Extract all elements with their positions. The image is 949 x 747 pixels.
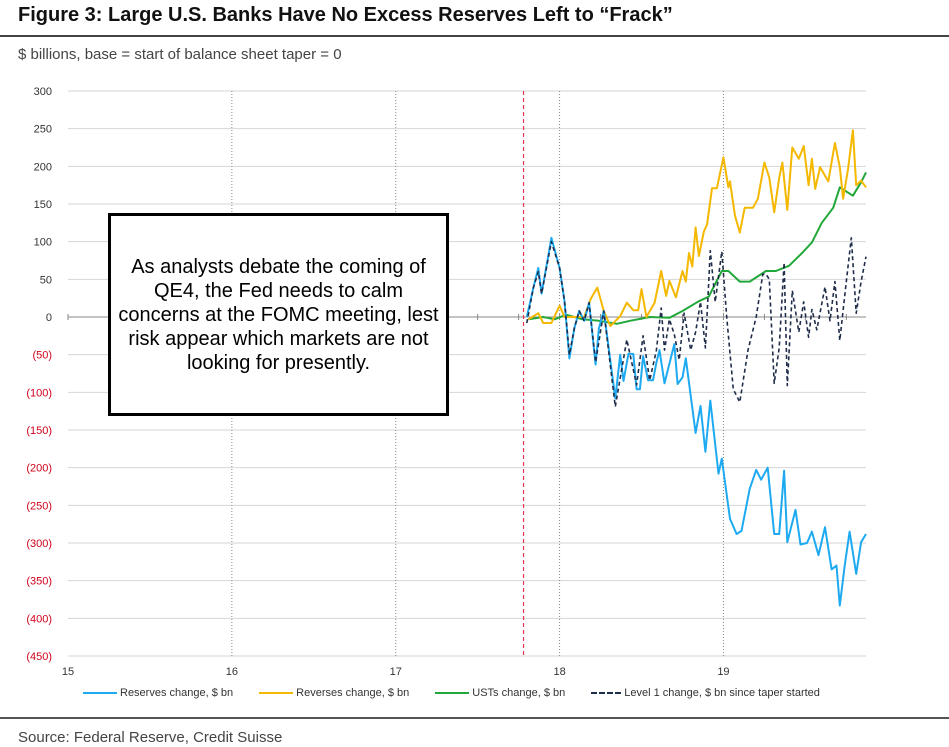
legend-item-level1: Level 1 change, $ bn since taper started	[591, 687, 820, 699]
annotation-box: As analysts debate the coming of QE4, th…	[108, 213, 449, 416]
chart-title: Figure 3: Large U.S. Banks Have No Exces…	[18, 4, 673, 26]
source-note: Source: Federal Reserve, Credit Suisse	[18, 729, 283, 746]
legend-label: USTs change, $ bn	[472, 687, 566, 699]
x-tick-label: 18	[553, 666, 565, 678]
y-tick-label: 50	[40, 274, 52, 286]
series-line-reverses	[527, 129, 867, 327]
chart-subtitle: $ billions, base = start of balance shee…	[18, 46, 342, 63]
legend-swatch	[83, 692, 117, 694]
legend-label: Level 1 change, $ bn since taper started	[624, 687, 820, 699]
y-tick-label: (50)	[32, 350, 52, 362]
y-axis-labels: 300 250 200 150 100 50 0 (50) (100) (150) (200) (25…	[26, 86, 52, 663]
x-axis-labels: 15 16 17 18 19	[62, 666, 730, 678]
y-tick-label: (400)	[26, 613, 52, 625]
legend-swatch	[259, 692, 294, 694]
legend-item-reverses: Reverses change, $ bn	[259, 687, 409, 699]
annotation-text: As analysts debate the coming of QE4, th…	[118, 255, 439, 374]
series-line-level	[526, 237, 867, 408]
x-tick-label: 15	[62, 666, 74, 678]
y-tick-label: 150	[34, 199, 52, 211]
title-divider	[0, 35, 949, 37]
footer-divider	[0, 717, 949, 719]
legend-item-usts: USTs change, $ bn	[435, 687, 565, 699]
legend-swatch	[435, 692, 470, 694]
y-tick-label: 200	[34, 161, 52, 173]
y-tick-label: (150)	[26, 425, 52, 437]
y-tick-label: 0	[46, 312, 52, 324]
legend-label: Reserves change, $ bn	[120, 687, 234, 699]
x-tick-label: 17	[390, 666, 402, 678]
legend-label: Reverses change, $ bn	[296, 687, 410, 699]
y-tick-label: 300	[34, 86, 52, 98]
x-tick-label: 19	[717, 666, 729, 678]
y-tick-label: (450)	[26, 651, 52, 663]
legend: Reserves change, $ bn Reverses change, $…	[83, 687, 846, 699]
y-tick-label: (100)	[26, 387, 52, 399]
y-tick-label: 250	[34, 124, 52, 136]
series-lines	[525, 129, 867, 607]
x-tick-label: 16	[226, 666, 238, 678]
legend-item-reserves: Reserves change, $ bn	[83, 687, 233, 699]
series-line-reserves	[525, 236, 867, 607]
y-tick-label: (350)	[26, 576, 52, 588]
legend-swatch	[591, 692, 622, 694]
y-tick-label: (200)	[26, 463, 52, 475]
y-tick-label: (300)	[26, 538, 52, 550]
y-tick-label: 100	[34, 237, 52, 249]
y-tick-label: (250)	[26, 500, 52, 512]
